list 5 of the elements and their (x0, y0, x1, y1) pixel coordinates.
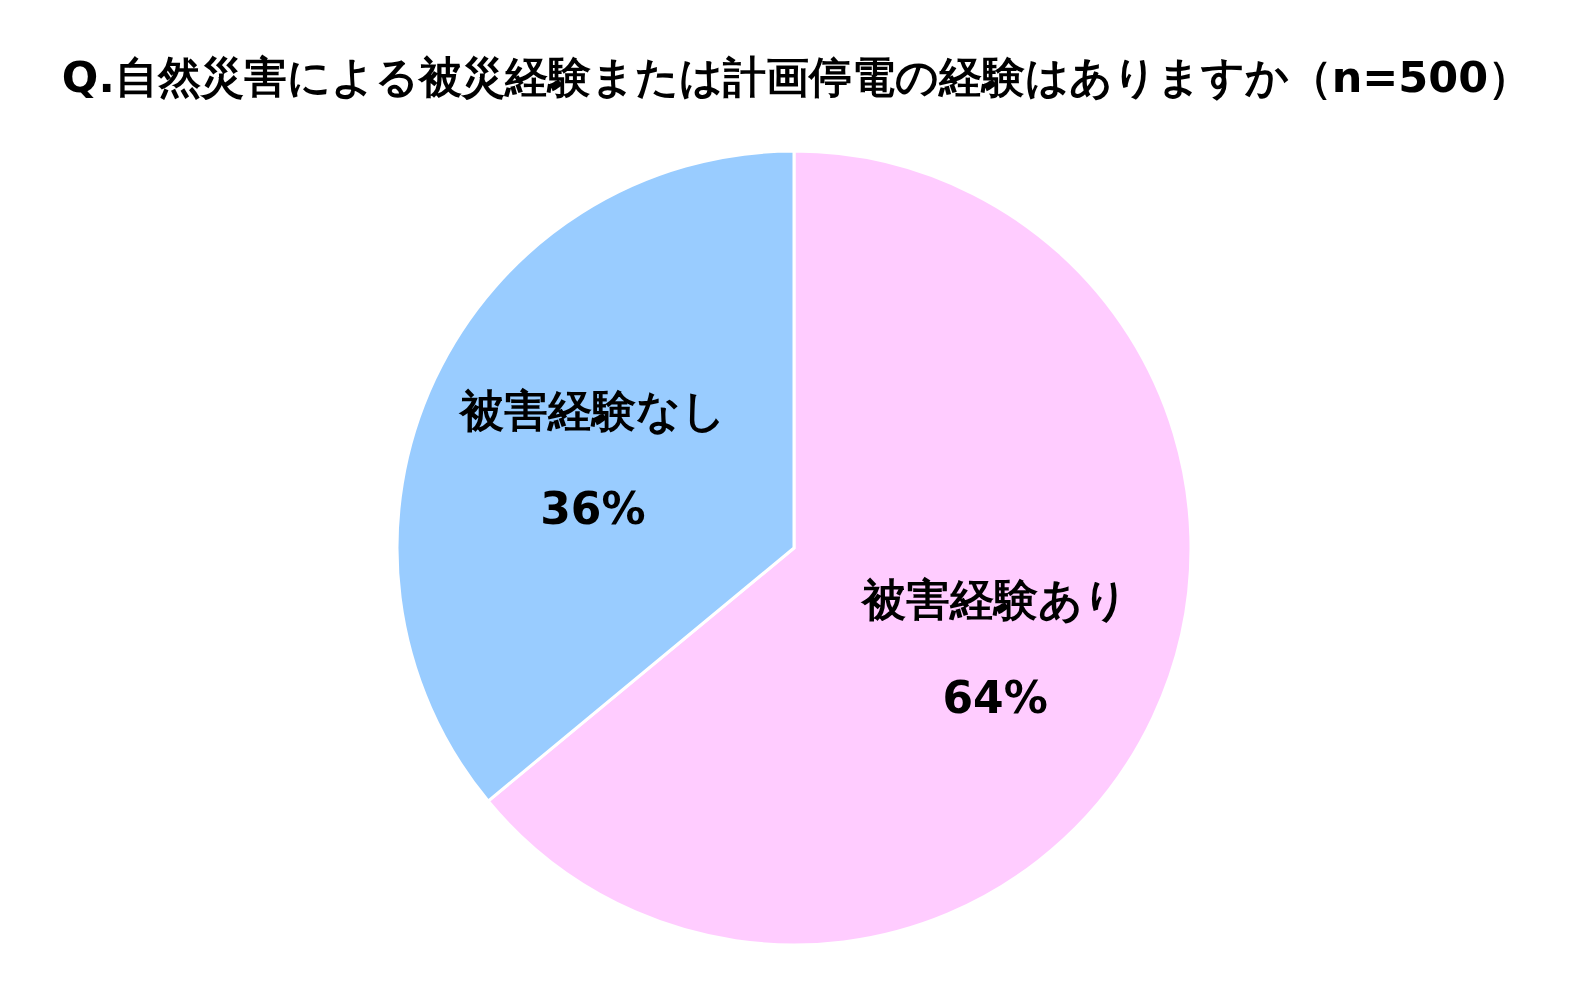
data-label: 36% (540, 482, 646, 534)
data-label: 64% (942, 672, 1048, 724)
slice-label: 被害経験なし (457, 384, 726, 436)
slice-label: 被害経験あり (860, 574, 1129, 626)
chart-title: Q.自然災害による被災経験または計画停電の経験はありますか（n=500） (60, 51, 1533, 104)
